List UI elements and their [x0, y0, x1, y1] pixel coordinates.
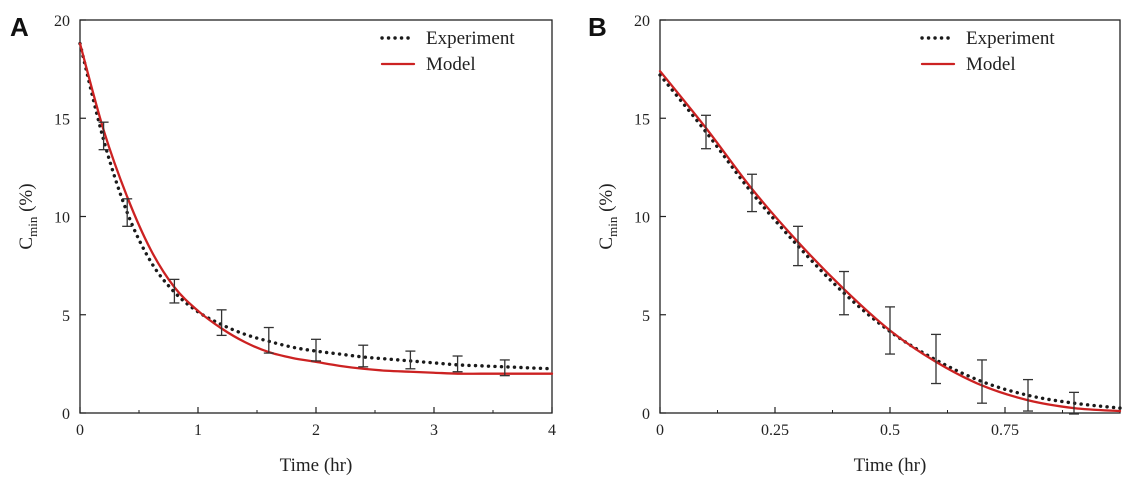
error-bar [169, 278, 180, 304]
error-bar [452, 355, 463, 373]
panel-letter: A [10, 12, 29, 42]
error-bar [701, 114, 711, 150]
legend-label-model: Model [426, 54, 476, 75]
y-tick-label: 0 [642, 406, 650, 423]
legend-label-model: Model [966, 54, 1016, 75]
y-tick-label: 10 [54, 210, 70, 227]
error-bar [793, 225, 803, 267]
y-tick-label: 0 [62, 406, 70, 423]
y-tick-label: 10 [634, 210, 650, 227]
x-tick-label: 0.75 [991, 422, 1019, 439]
error-bar [977, 359, 987, 404]
legend: Experiment Model [380, 28, 515, 75]
y-tick-label: 5 [642, 308, 650, 325]
legend: Experiment Model [920, 28, 1055, 75]
x-tick-label: 0.25 [761, 422, 789, 439]
error-bar [1023, 378, 1033, 412]
y-axis-title-unit: (%) [16, 183, 37, 216]
legend-label-experiment: Experiment [426, 28, 515, 49]
error-bar [216, 309, 227, 337]
panel-b: B 0 0.25 0.5 0.75 0 5 10 15 20 Time (hr) Cmin (%) Ex… [588, 12, 1122, 476]
error-bar [263, 326, 274, 354]
error-bar [1069, 391, 1079, 415]
x-tick-label: 0 [656, 422, 664, 439]
y-axis-title: Cmin (%) [16, 183, 40, 249]
series-line-model [658, 69, 1122, 413]
y-tick-label: 20 [634, 13, 650, 30]
error-bar [311, 338, 321, 362]
series-line-model [78, 42, 554, 375]
error-bar [405, 350, 416, 370]
x-tick-label: 1 [194, 422, 202, 439]
error-bar [885, 306, 895, 355]
y-axis-title-sub: min [25, 216, 40, 237]
y-axis-title-main: C [16, 237, 37, 250]
error-bar [747, 173, 757, 213]
y-axis-title-main: C [596, 237, 617, 250]
error-bar [499, 359, 510, 377]
panel-letter: B [588, 12, 607, 42]
y-axis-title-sub: min [605, 216, 620, 237]
error-bar [931, 333, 941, 385]
y-axis-title-unit: (%) [596, 183, 617, 216]
y-tick-label: 15 [634, 111, 650, 128]
series-line-experiment [78, 41, 554, 371]
x-tick-label: 3 [430, 422, 438, 439]
error-bar [358, 344, 369, 368]
x-tick-label: 0 [76, 422, 84, 439]
x-tick-label: 2 [312, 422, 320, 439]
y-axis-title: Cmin (%) [596, 183, 620, 249]
x-axis-title: Time (hr) [854, 455, 927, 476]
error-bar [98, 121, 109, 151]
error-bar [122, 198, 133, 227]
x-tick-label: 0.5 [880, 422, 900, 439]
y-tick-label: 5 [62, 308, 70, 325]
series-line-experiment [658, 73, 1122, 410]
panel-a: A 0 1 2 3 4 0 5 10 15 20 Time (hr) Cmin (%) Experimen… [10, 12, 556, 476]
error-bar [839, 270, 849, 316]
legend-label-experiment: Experiment [966, 28, 1055, 49]
y-tick-label: 15 [54, 111, 70, 128]
y-tick-label: 20 [54, 13, 70, 30]
x-tick-label: 4 [548, 422, 556, 439]
x-axis-title: Time (hr) [280, 455, 353, 476]
